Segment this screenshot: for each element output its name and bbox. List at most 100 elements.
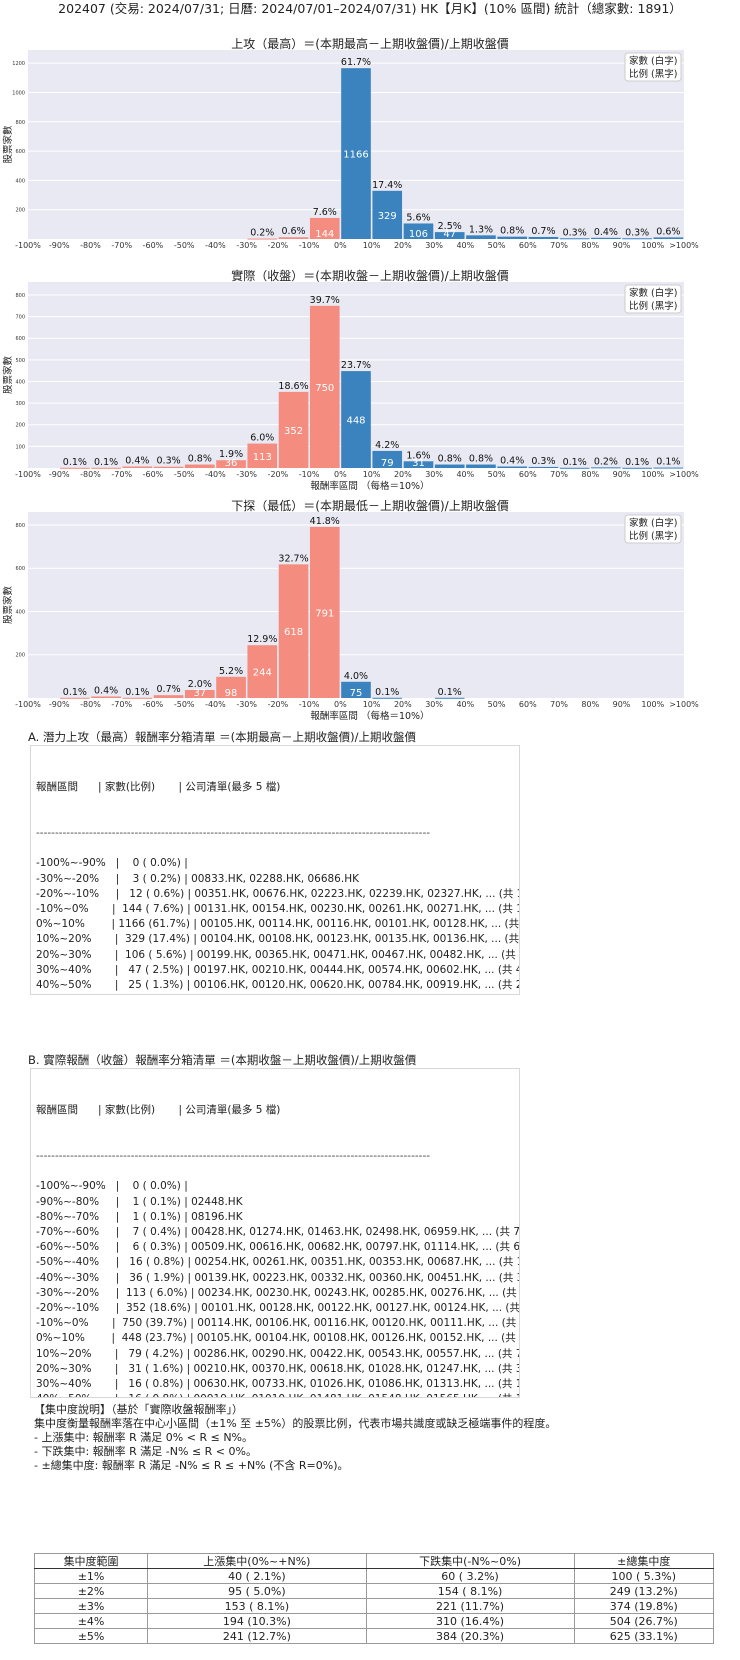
bar-percent-label: 0.3% [157,456,181,467]
bar-percent-label: 5.2% [219,666,243,677]
table-cell: 60 ( 3.2%) [365,1568,575,1584]
bar [622,467,652,469]
list-item: 40%~50% | 25 ( 1.3%) | 00106.HK, 00120.H… [36,979,520,992]
table-cell: 100 ( 5.3%) [573,1568,715,1584]
x-tick-label: -80% [80,470,101,479]
list-item: -50%~-40% | 16 ( 0.8%) | 00254.HK, 00261… [36,1256,520,1269]
bar-percent-label: 23.7% [341,360,371,371]
y-tick-label: 300 [15,401,25,407]
bar-percent-label: 0.1% [563,457,587,468]
legend-count: 家數 (白字) [629,517,677,529]
x-tick-label: 80% [581,700,599,709]
bar [91,696,121,698]
x-tick-label: 100% [641,241,664,248]
table-cell: 40 ( 2.1%) [147,1568,367,1584]
table-cell: 310 (16.4%) [365,1613,575,1629]
x-tick-label: -30% [236,700,257,709]
legend-count: 家數 (白字) [629,287,677,299]
y-axis-label: 股票家數 [2,586,14,625]
bar [559,467,590,469]
bar-count-label: 37 [193,688,206,699]
bar-percent-label: 32.7% [278,553,308,564]
chart-title: 下探（最低）＝(本期最低－上期收盤價)/上期收盤價 [231,499,508,513]
y-tick-label: 200 [15,208,25,214]
bar [309,526,340,698]
bar-percent-label: 0.4% [94,685,118,696]
y-axis-label: 股票家數 [2,356,14,395]
x-tick-label: 40% [456,700,474,709]
y-tick-label: 600 [15,566,25,572]
table-cell: 374 (19.8%) [573,1598,715,1614]
table-row: ±1% 40 ( 2.1%) 60 ( 3.2%) 100 ( 5.3%) [33,1568,715,1584]
bar [278,564,309,698]
bar [403,461,434,468]
x-tick-label: -70% [111,470,132,479]
legend-percent: 比例 (黑字) [629,68,677,80]
list-a-separator: ----------------------------------------… [36,827,431,839]
table-header: 下跌集中(-N%~0%) [365,1553,575,1569]
x-tick-label: -10% [299,241,320,248]
bar-count-label: 750 [315,383,334,394]
table-cell: 241 (12.7%) [147,1628,367,1644]
bar-percent-label: 0.2% [594,456,618,467]
bar-percent-label: 1.6% [406,450,430,461]
list-item: -10%~0% | 144 ( 7.6%) | 00131.HK, 00154.… [36,903,520,915]
bar-count-label: 791 [315,608,334,619]
list-b-title: B. 實際報酬（收盤）報酬率分箱清單 ＝(本期收盤－上期收盤價)/上期收盤價 [28,1053,417,1067]
y-tick-label: 600 [15,336,25,342]
x-tick-label: -100% [15,700,41,709]
legend-box [624,284,682,314]
bar [372,450,403,468]
bar-percent-label: 0.8% [469,454,493,465]
bar [91,467,121,469]
x-tick-label: 60% [519,241,537,248]
bar-percent-label: 1.3% [469,224,493,235]
bar-percent-label: 7.6% [313,207,337,218]
bar [591,467,621,469]
table-cell: 194 (10.3%) [147,1613,367,1629]
bar-percent-label: 41.8% [310,516,340,527]
y-tick-label: 700 [15,315,25,321]
x-tick-label: -70% [111,241,132,248]
list-item: 30%~40% | 47 ( 2.5%) | 00197.HK, 00210.H… [36,963,520,976]
x-tick-label: 100% [641,700,664,709]
bar-count-label: 75 [350,688,363,699]
bar-count-label: 47 [443,229,456,240]
table-row: ±3% 153 ( 8.1%) 221 (11.7%) 374 (19.8%) [33,1598,715,1614]
x-tick-label: >100% [669,700,699,709]
bar-percent-label: 0.7% [157,684,181,695]
bar [278,391,309,468]
bar [434,232,465,239]
x-tick-label: 0% [334,241,347,248]
x-tick-label: -30% [236,470,257,479]
table-row: ±4% 194 (10.3%) 310 (16.4%) 504 (26.7%) [33,1613,715,1629]
x-tick-label: -70% [111,700,132,709]
table-cell: 504 (26.7%) [573,1613,715,1629]
bar-percent-label: 0.3% [563,227,587,238]
bar [278,237,309,239]
list-b-header: 報酬區間 | 家數(比例) | 公司清單(最多 5 檔) [36,1104,281,1117]
bar-percent-label: 0.3% [531,456,555,467]
table-cell: ±5% [33,1628,149,1644]
y-tick-label: 1200 [12,61,25,67]
x-tick-label: 80% [581,241,599,248]
legend-percent: 比例 (黑字) [629,300,677,312]
x-tick-label: 40% [456,470,474,479]
bar [309,217,340,239]
bar-percent-label: 0.8% [188,454,212,465]
table-header: 集中度範圍 [33,1553,149,1569]
y-tick-label: 1000 [12,90,25,96]
bar-percent-label: 0.7% [531,226,555,237]
bar [309,305,340,468]
list-item: 0%~10% | 448 (23.7%) | 00105.HK, 00104.H… [36,1332,520,1345]
bar-percent-label: 6.0% [250,433,274,444]
bar-percent-label: 0.1% [63,457,87,468]
bar-percent-label: 5.6% [406,212,430,223]
list-a-header: 報酬區間 | 家數(比例) | 公司清單(最多 5 檔) [36,781,281,794]
bar-percent-label: 0.6% [656,226,680,237]
bar [466,464,496,468]
bar-count-label: 113 [253,452,272,463]
bar [653,237,684,239]
x-tick-label: -40% [205,470,226,479]
x-tick-label: 30% [425,241,443,248]
